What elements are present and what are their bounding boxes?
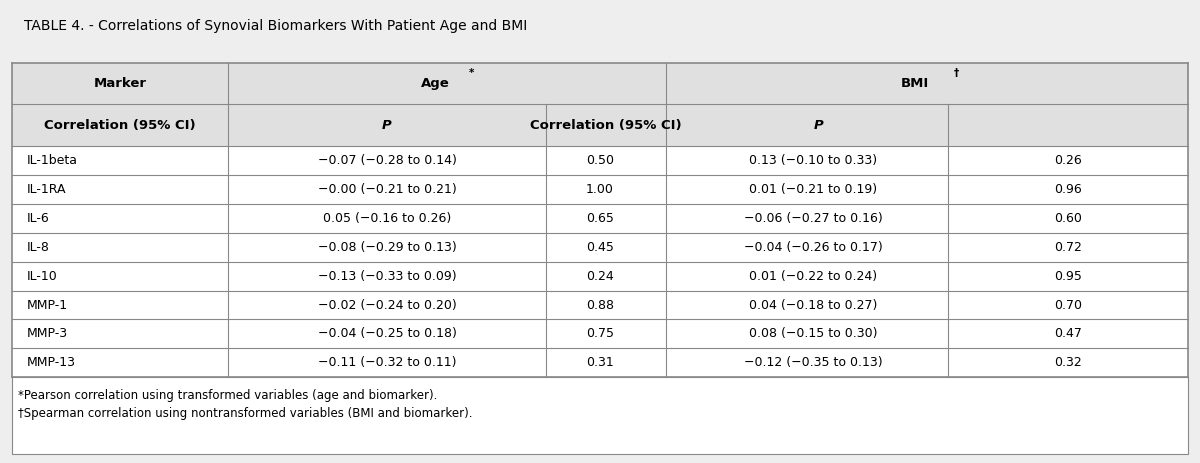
Text: P: P — [382, 119, 392, 131]
Text: IL-1beta: IL-1beta — [26, 154, 78, 167]
Bar — [12, 104, 1188, 146]
Text: BMI: BMI — [901, 77, 929, 90]
Text: 0.04 (−0.18 to 0.27): 0.04 (−0.18 to 0.27) — [749, 299, 877, 312]
Text: −0.08 (−0.29 to 0.13): −0.08 (−0.29 to 0.13) — [318, 241, 456, 254]
Bar — [12, 63, 1188, 377]
Text: 0.32: 0.32 — [1054, 357, 1082, 369]
Text: 0.01 (−0.22 to 0.24): 0.01 (−0.22 to 0.24) — [749, 269, 877, 282]
Text: −0.04 (−0.25 to 0.18): −0.04 (−0.25 to 0.18) — [318, 327, 456, 340]
Text: Marker: Marker — [94, 77, 146, 90]
Text: 0.50: 0.50 — [586, 154, 614, 167]
Text: 0.08 (−0.15 to 0.30): 0.08 (−0.15 to 0.30) — [749, 327, 877, 340]
Text: 0.95: 0.95 — [1054, 269, 1082, 282]
Text: 0.31: 0.31 — [586, 357, 614, 369]
Text: 0.70: 0.70 — [1054, 299, 1082, 312]
Text: IL-1RA: IL-1RA — [26, 183, 66, 196]
Text: 0.75: 0.75 — [586, 327, 614, 340]
Bar — [12, 377, 1188, 454]
Text: Age: Age — [421, 77, 449, 90]
Text: IL-10: IL-10 — [26, 269, 58, 282]
Text: IL-8: IL-8 — [26, 241, 49, 254]
Text: Correlation (95% CI): Correlation (95% CI) — [530, 119, 682, 131]
Text: *: * — [469, 68, 474, 78]
Text: 0.72: 0.72 — [1054, 241, 1082, 254]
Text: 0.13 (−0.10 to 0.33): 0.13 (−0.10 to 0.33) — [749, 154, 877, 167]
Text: 0.96: 0.96 — [1054, 183, 1082, 196]
Text: MMP-1: MMP-1 — [26, 299, 67, 312]
Text: −0.12 (−0.35 to 0.13): −0.12 (−0.35 to 0.13) — [744, 357, 882, 369]
Text: 0.05 (−0.16 to 0.26): 0.05 (−0.16 to 0.26) — [323, 212, 451, 225]
Text: IL-6: IL-6 — [26, 212, 49, 225]
Text: −0.00 (−0.21 to 0.21): −0.00 (−0.21 to 0.21) — [318, 183, 456, 196]
Text: 0.45: 0.45 — [586, 241, 614, 254]
Text: Correlation (95% CI): Correlation (95% CI) — [44, 119, 196, 131]
Text: 0.47: 0.47 — [1054, 327, 1082, 340]
Text: −0.02 (−0.24 to 0.20): −0.02 (−0.24 to 0.20) — [318, 299, 456, 312]
Text: 0.26: 0.26 — [1054, 154, 1082, 167]
Text: 0.88: 0.88 — [586, 299, 614, 312]
Text: MMP-13: MMP-13 — [26, 357, 76, 369]
Text: −0.07 (−0.28 to 0.14): −0.07 (−0.28 to 0.14) — [318, 154, 456, 167]
Text: 0.65: 0.65 — [586, 212, 614, 225]
Text: TABLE 4. - Correlations of Synovial Biomarkers With Patient Age and BMI: TABLE 4. - Correlations of Synovial Biom… — [24, 19, 527, 32]
Bar — [12, 63, 1188, 104]
Text: −0.04 (−0.26 to 0.17): −0.04 (−0.26 to 0.17) — [744, 241, 882, 254]
Text: †: † — [953, 68, 959, 78]
Text: *Pearson correlation using transformed variables (age and biomarker).: *Pearson correlation using transformed v… — [18, 389, 437, 402]
Text: 1.00: 1.00 — [586, 183, 614, 196]
Text: MMP-3: MMP-3 — [26, 327, 67, 340]
Text: 0.60: 0.60 — [1054, 212, 1082, 225]
Text: −0.11 (−0.32 to 0.11): −0.11 (−0.32 to 0.11) — [318, 357, 456, 369]
Text: −0.13 (−0.33 to 0.09): −0.13 (−0.33 to 0.09) — [318, 269, 456, 282]
Text: 0.24: 0.24 — [586, 269, 614, 282]
Text: P: P — [814, 119, 824, 131]
Text: †Spearman correlation using nontransformed variables (BMI and biomarker).: †Spearman correlation using nontransform… — [18, 407, 473, 420]
Text: −0.06 (−0.27 to 0.16): −0.06 (−0.27 to 0.16) — [744, 212, 882, 225]
Text: 0.01 (−0.21 to 0.19): 0.01 (−0.21 to 0.19) — [749, 183, 877, 196]
